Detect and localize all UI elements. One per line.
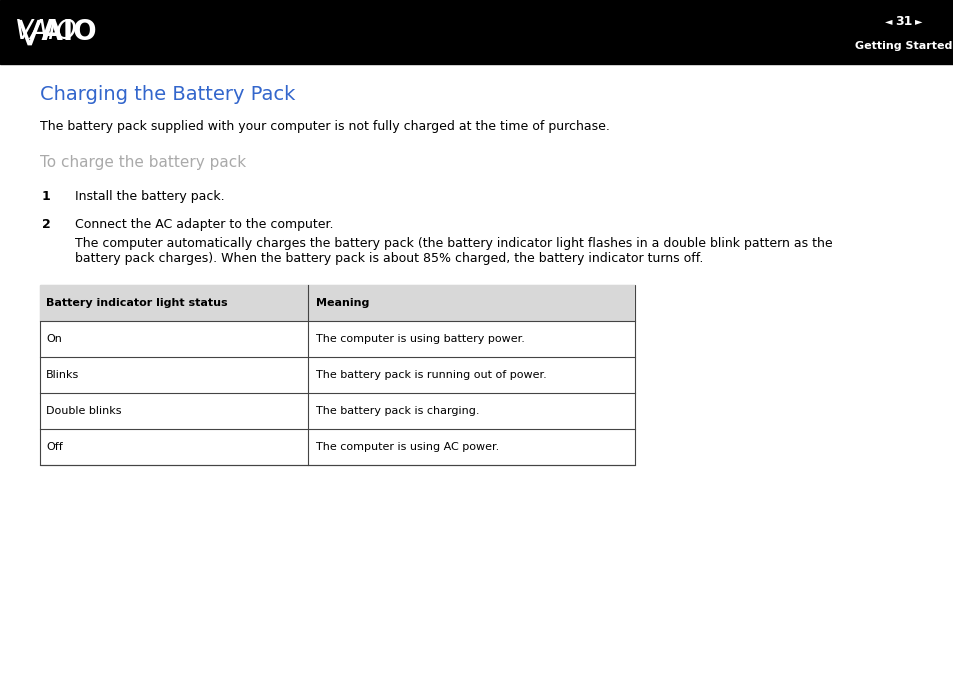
Text: Off: Off <box>46 442 63 452</box>
Text: The computer automatically charges the battery pack (the battery indicator light: The computer automatically charges the b… <box>75 237 832 265</box>
Bar <box>40 285 635 321</box>
Text: The battery pack is charging.: The battery pack is charging. <box>315 406 479 416</box>
Text: Connect the AC adapter to the computer.: Connect the AC adapter to the computer. <box>75 218 334 231</box>
Text: The computer is using battery power.: The computer is using battery power. <box>315 334 524 344</box>
Text: VAIO: VAIO <box>15 19 77 45</box>
Text: Meaning: Meaning <box>315 298 369 308</box>
Text: Blinks: Blinks <box>46 370 79 380</box>
Text: ⋁AIO: ⋁AIO <box>18 18 96 46</box>
Bar <box>40 285 635 465</box>
Bar <box>0 0 953 64</box>
Text: On: On <box>46 334 62 344</box>
Text: ◄: ◄ <box>884 16 892 26</box>
Text: Double blinks: Double blinks <box>46 406 121 416</box>
Text: Getting Started: Getting Started <box>855 41 952 51</box>
Text: The battery pack is running out of power.: The battery pack is running out of power… <box>315 370 546 380</box>
Text: The battery pack supplied with your computer is not fully charged at the time of: The battery pack supplied with your comp… <box>40 120 609 133</box>
Text: Battery indicator light status: Battery indicator light status <box>46 298 228 308</box>
Text: ►: ► <box>914 16 922 26</box>
Text: 1: 1 <box>42 190 51 203</box>
Text: 31: 31 <box>894 15 912 28</box>
Text: To charge the battery pack: To charge the battery pack <box>40 155 246 170</box>
Text: 2: 2 <box>42 218 51 231</box>
Text: Install the battery pack.: Install the battery pack. <box>75 190 224 203</box>
Text: Charging the Battery Pack: Charging the Battery Pack <box>40 85 295 104</box>
Text: The computer is using AC power.: The computer is using AC power. <box>315 442 498 452</box>
